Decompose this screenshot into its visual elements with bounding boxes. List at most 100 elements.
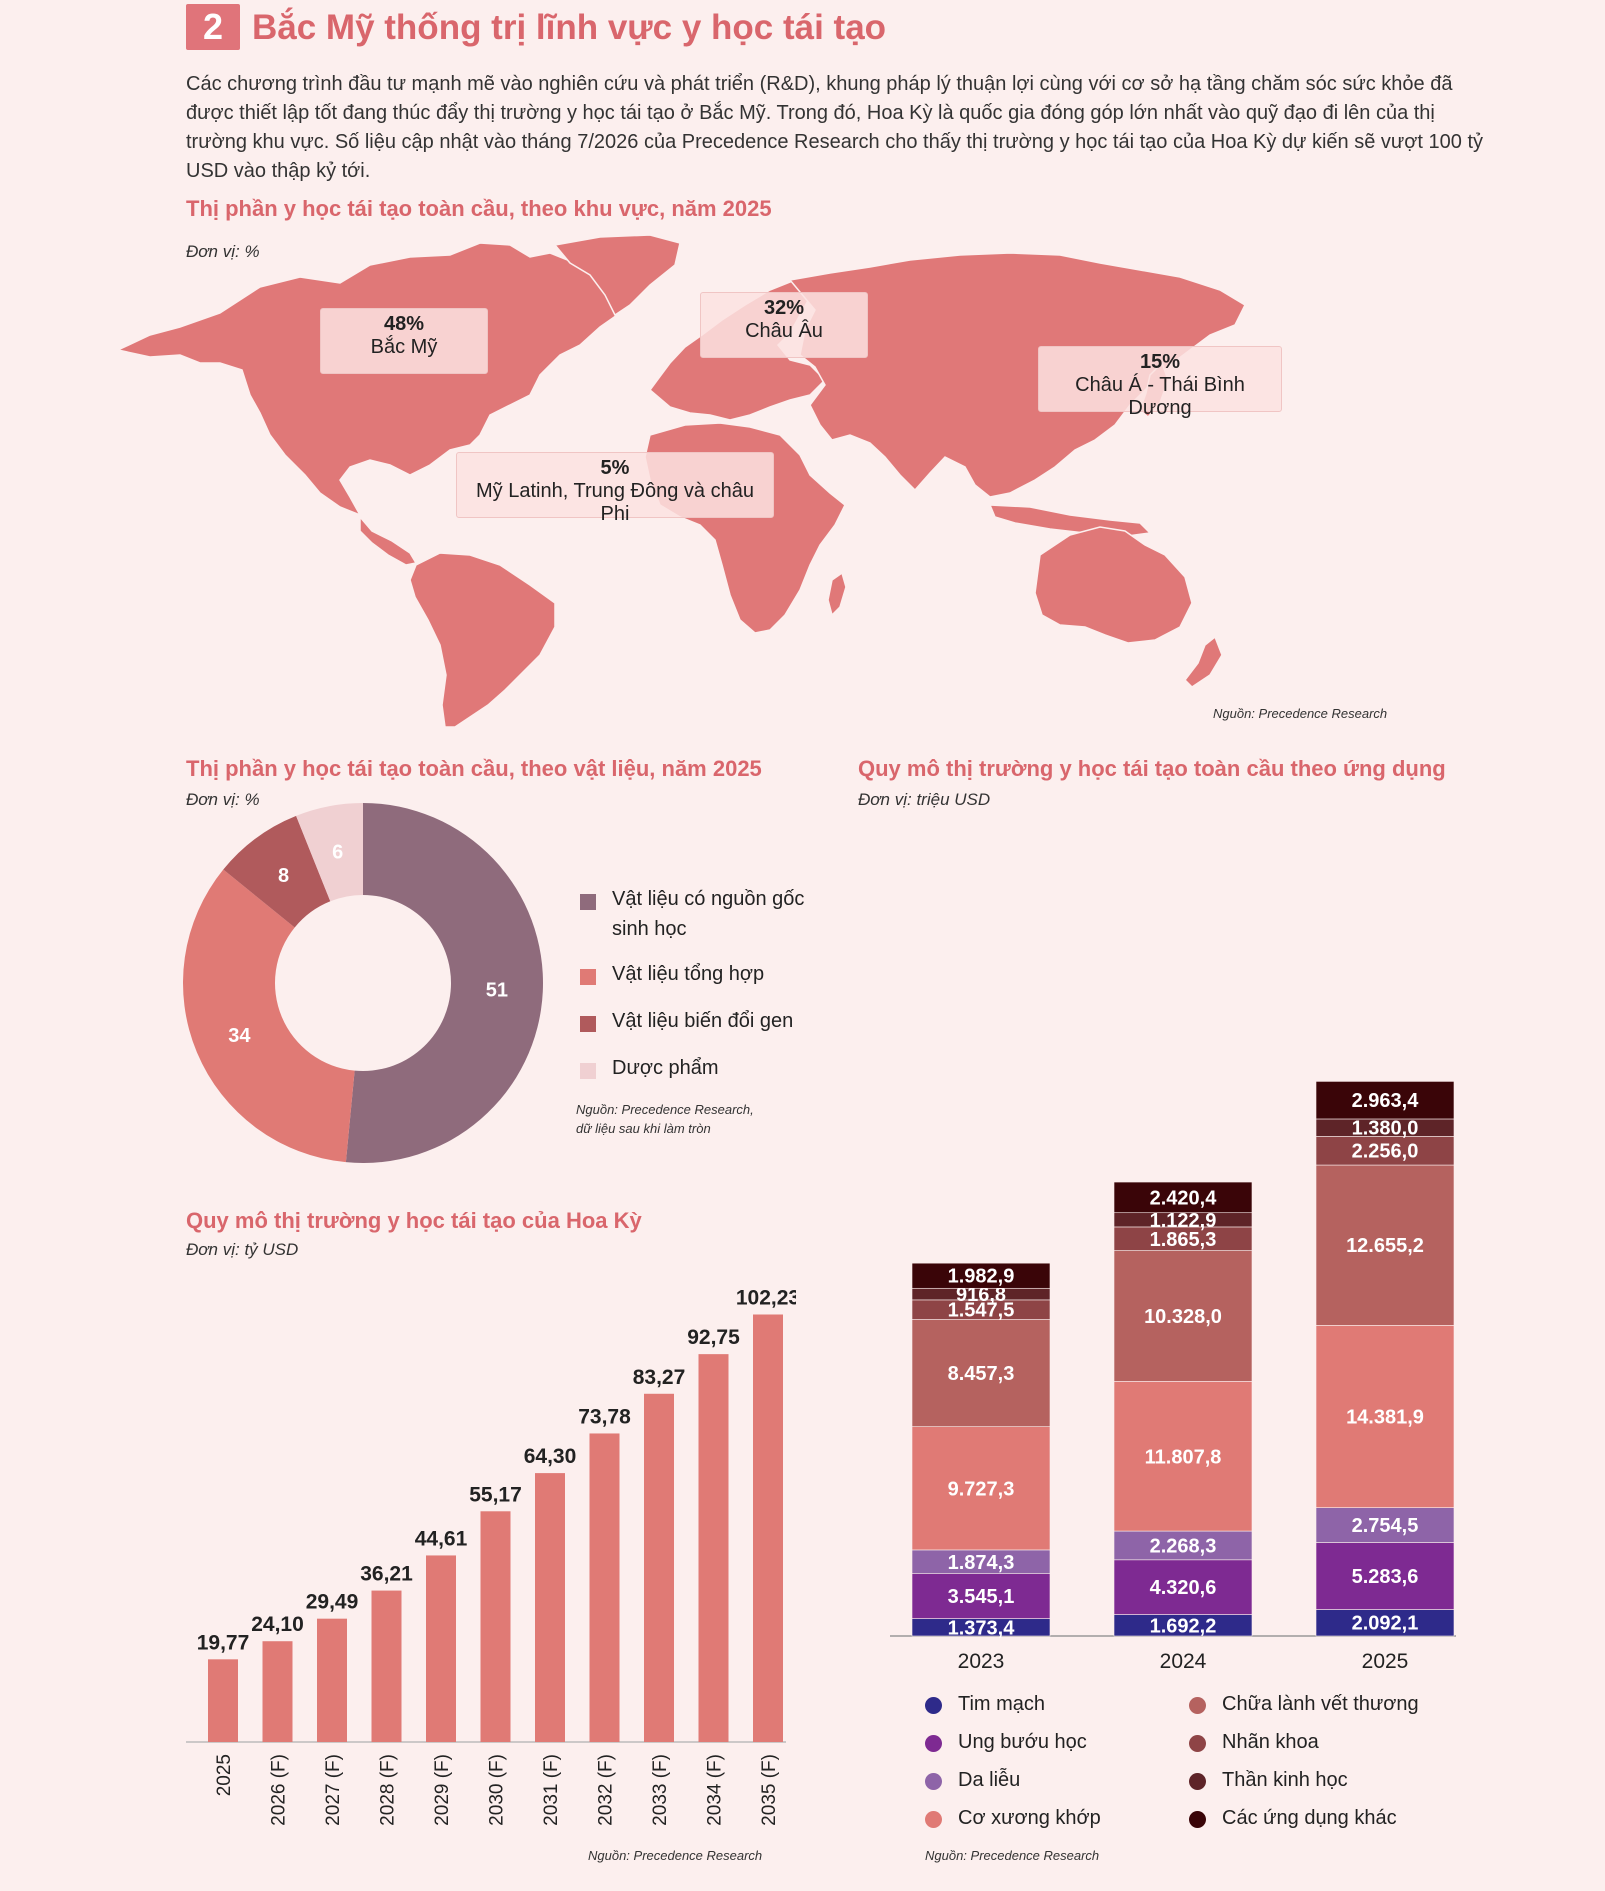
stacked-segment — [1113, 1381, 1253, 1532]
region-pct: 5% — [600, 457, 630, 479]
intro-paragraph: Các chương trình đầu tư mạnh mẽ vào nghi… — [186, 73, 1484, 182]
us-bar — [426, 1555, 456, 1742]
asia-shape — [788, 252, 1246, 498]
legend-label-cardio: Tim mạch — [958, 1693, 1046, 1715]
stacked-segment-label: 2.420,4 — [1150, 1187, 1218, 1209]
stacked-segment-label: 916,8 — [956, 1284, 1006, 1306]
map-unit: Đơn vị: % — [186, 242, 260, 261]
donut-slice-label: 8 — [278, 865, 289, 887]
us-bar-value-label: 73,78 — [578, 1405, 631, 1428]
section-number-badge: 2 — [186, 4, 240, 50]
map-label-latam-mea: 5% Mỹ Latinh, Trung Đông và châu Phi — [456, 452, 774, 525]
legend-label-synthetic: Vật liệu tổng hợp — [612, 963, 765, 985]
stacked-segment — [1315, 1136, 1455, 1166]
stacked-segment-label: 1.865,3 — [1150, 1229, 1217, 1251]
stacked-segment-label: 2.092,1 — [1352, 1613, 1419, 1635]
stacked-segment-label: 1.547,5 — [948, 1300, 1015, 1322]
stacked-segment — [911, 1426, 1051, 1551]
legend-label-neurology: Thần kinh học — [1222, 1769, 1348, 1791]
us-bar — [644, 1393, 674, 1742]
legend-swatch-synthetic — [580, 969, 596, 985]
donut-source-line1: Nguồn: Precedence Research, — [576, 1102, 754, 1117]
donut-slice — [223, 815, 331, 928]
stacked-segment-label: 1.373,4 — [948, 1617, 1016, 1639]
us-bar — [589, 1433, 620, 1742]
stacked-segment — [1113, 1181, 1253, 1214]
stacked-segment-label: 14.381,9 — [1346, 1407, 1424, 1429]
north-america-shape — [115, 242, 621, 517]
legend-dot-cardio — [925, 1697, 942, 1714]
new-zealand-shape — [1184, 635, 1223, 688]
stacked-segment — [1113, 1250, 1253, 1382]
us-bar-source: Nguồn: Precedence Research — [588, 1848, 763, 1863]
us-bar-category-label: 2025 — [214, 1754, 235, 1796]
us-bar — [208, 1659, 238, 1742]
stacked-category-label: 2024 — [1160, 1650, 1207, 1673]
donut-source-line2: dữ liệu sau khi làm tròn — [576, 1121, 711, 1136]
stacked-segment-label: 12.655,2 — [1346, 1235, 1424, 1257]
legend-dot-others — [1189, 1811, 1206, 1828]
us-bar-value-label: 44,61 — [415, 1527, 468, 1550]
us-bar-category-label: 2030 (F) — [487, 1754, 508, 1826]
region-name: Châu Âu — [745, 320, 823, 342]
donut-slice-label: 6 — [332, 841, 343, 863]
region-name: Mỹ Latinh, Trung Đông và châu Phi — [476, 480, 754, 525]
stacked-segment-label: 8.457,3 — [948, 1363, 1015, 1385]
map-label-asia-pacific: 15% Châu Á - Thái Bình Dương — [1038, 346, 1282, 419]
region-pct: 15% — [1139, 351, 1181, 373]
us-bar — [317, 1618, 347, 1742]
south-america-shape — [409, 552, 556, 728]
stacked-segment-label: 2.268,3 — [1150, 1535, 1217, 1557]
us-bar-category-label: 2032 (F) — [596, 1754, 617, 1826]
central-america-shape — [359, 514, 418, 566]
donut-title: Thị phần y học tái tạo toàn cầu, theo vậ… — [186, 756, 762, 781]
australia-shape — [1034, 526, 1193, 644]
stacked-segment — [1315, 1609, 1455, 1637]
us-bar-category-label: 2027 (F) — [323, 1754, 344, 1826]
region-name: Bắc Mỹ — [370, 336, 438, 358]
stacked-segment — [1315, 1507, 1455, 1543]
legend-dot-musculoskeletal — [925, 1811, 942, 1828]
map-label-north-america: 48% Bắc Mỹ — [320, 308, 488, 374]
us-bar — [480, 1511, 511, 1742]
greenland-shape — [553, 235, 681, 317]
legend-dot-wound — [1189, 1697, 1206, 1714]
legend-label-bio: Vật liệu có nguồn gốc — [612, 888, 805, 910]
donut-chart: 51 34 8 6 — [183, 803, 543, 1163]
stacked-segment-label: 2.256,0 — [1352, 1141, 1419, 1163]
region-pct: 48% — [383, 313, 425, 335]
donut-slice — [296, 803, 363, 902]
stacked-segment-label: 5.283,6 — [1352, 1566, 1419, 1588]
legend-label-wound: Chữa lành vết thương — [1222, 1693, 1419, 1715]
us-bar-category-label: 2034 (F) — [705, 1754, 726, 1826]
us-bar — [698, 1354, 729, 1742]
us-bar — [535, 1473, 565, 1742]
legend-swatch-genetic — [580, 1016, 596, 1032]
donut-slice — [183, 869, 355, 1163]
us-bar — [262, 1641, 293, 1742]
us-bar-value-label: 19,77 — [197, 1631, 250, 1654]
legend-label-dermatology: Da liễu — [958, 1769, 1021, 1791]
legend-label-others: Các ứng dụng khác — [1222, 1807, 1397, 1829]
legend-dot-oncology — [925, 1735, 942, 1752]
legend-label-musculoskeletal: Cơ xương khớp — [958, 1807, 1101, 1829]
us-bar — [753, 1314, 783, 1742]
donut-slice-label: 34 — [228, 1025, 251, 1047]
legend-dot-ophthalmology — [1189, 1735, 1206, 1752]
us-bar-chart: 19,77 2025 24,10 2026 (F) 29,49 2027 (F) 36,21… — [186, 1286, 796, 1826]
region-name: Châu Á - Thái Bình Dương — [1075, 374, 1245, 419]
us-bar-unit: Đơn vị: tỷ USD — [186, 1240, 299, 1259]
us-bar-value-label: 64,30 — [524, 1445, 577, 1468]
page-title: Bắc Mỹ thống trị lĩnh vực y học tái tạo — [252, 8, 887, 47]
stacked-category-label: 2025 — [1362, 1650, 1409, 1673]
donut-slice — [345, 803, 543, 1163]
stacked-segment-label: 9.727,3 — [948, 1478, 1015, 1500]
us-bar-category-label: 2029 (F) — [432, 1754, 453, 1826]
stacked-segment-label: 1.874,3 — [948, 1552, 1015, 1574]
us-bar-title: Quy mô thị trường y học tái tạo của Hoa … — [186, 1208, 642, 1233]
map-section-title: Thị phần y học tái tạo toàn cầu, theo kh… — [186, 196, 772, 221]
stacked-segment-label: 1.122,9 — [1150, 1210, 1217, 1232]
stacked-segment — [911, 1262, 1051, 1289]
legend-label-bio-line2: sinh học — [612, 918, 687, 940]
stacked-segment — [911, 1319, 1051, 1427]
